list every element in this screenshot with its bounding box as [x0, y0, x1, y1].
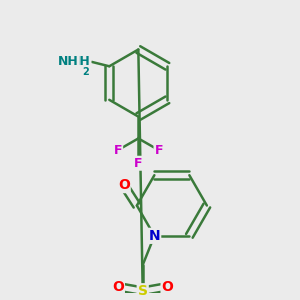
- Text: O: O: [162, 280, 173, 294]
- Text: F: F: [154, 144, 163, 157]
- Text: NH: NH: [58, 56, 79, 68]
- Text: O: O: [118, 178, 130, 192]
- Text: F: F: [114, 144, 122, 157]
- Text: F: F: [134, 157, 142, 170]
- Text: S: S: [138, 284, 148, 298]
- Text: NH: NH: [70, 56, 91, 68]
- Text: 2: 2: [82, 67, 89, 77]
- Text: N: N: [148, 229, 160, 243]
- Text: O: O: [112, 280, 124, 294]
